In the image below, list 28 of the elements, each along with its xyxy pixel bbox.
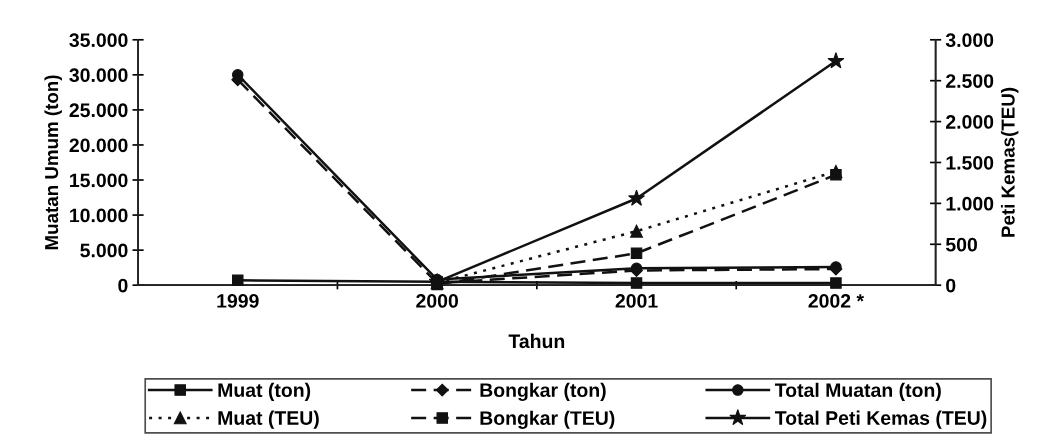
x-tick-label: 1999 [217,294,259,308]
y-axis-title: Muatan Umum (ton) [44,75,62,250]
y2-tick-label: 500 [945,237,977,252]
y2-tick-label: 1.500 [946,155,994,170]
y2-tick-label: 2.000 [946,115,994,129]
legend-label: Bongkar (ton) [480,382,606,401]
legend-label: Bongkar (TEU) [480,410,615,429]
y-tick-label: 0 [118,278,128,293]
y-tick-label: 10.000 [70,208,128,223]
y-tick-label: 25.000 [69,103,128,118]
legend-label: Muat (TEU) [218,410,319,429]
y-tick-label: 15.000 [70,173,128,188]
legend-label: Total Peti Kemas (TEU) [774,410,987,429]
x-tick-label: 2002 * [808,294,865,308]
y2-tick-label: 0 [946,278,956,293]
y-tick-label: 20.000 [69,138,128,153]
x-axis-title: Tahun [508,333,565,349]
y-tick-label: 5.000 [80,243,128,258]
y2-tick-label: 1.000 [946,196,994,211]
x-tick-label: 2001 [615,294,658,308]
x-tick-label: 2000 [416,294,458,308]
y2-axis-title: Peti Kemas(TEU) [1000,87,1019,237]
y-tick-label: 30.000 [69,68,128,83]
y-tick-label: 35.000 [69,33,128,48]
legend-label: Muat (ton) [218,382,311,401]
y2-tick-label: 3.000 [945,33,994,48]
legend-label: Total Muatan (ton) [774,382,941,401]
y2-tick-label: 2.500 [946,74,994,88]
